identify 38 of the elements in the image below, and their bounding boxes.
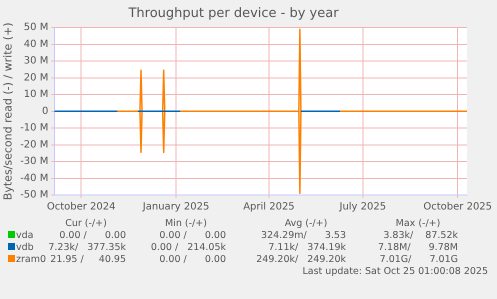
y-tick-label: 50 M — [24, 22, 48, 34]
legend-label: zram0 — [16, 254, 46, 265]
text: Min (-/+) — [164, 218, 208, 229]
x-tick-label: October 2024 — [46, 202, 116, 213]
text: 7.11k/ 374.19k — [267, 242, 346, 253]
text: 7.01G/ 7.01G — [378, 254, 458, 265]
legend-label: vdb — [16, 242, 34, 253]
text: 249.20k/ 249.20k — [255, 254, 346, 265]
text: 3.83k/ 87.52k — [382, 230, 458, 241]
text: 0.00 / 214.05k — [150, 242, 226, 253]
y-tick-label: -40 M — [20, 172, 48, 184]
x-tick-label: July 2025 — [338, 202, 386, 213]
y-tick-label: 0 — [42, 106, 48, 117]
y-tick-label: -10 M — [20, 122, 48, 134]
text: Last update: Sat Oct 25 01:00:08 2025 — [301, 266, 488, 278]
y-tick-label: -50 M — [20, 190, 48, 201]
y-tick-label: 20 M — [24, 72, 48, 84]
y-tick-label: -20 M — [20, 139, 48, 150]
x-tick-label: October 2025 — [423, 202, 492, 213]
text: 0.00 / 0.00 — [159, 254, 226, 265]
y-tick-label: 30 M — [24, 56, 48, 67]
text: 0.00 / 0.00 — [159, 230, 226, 241]
text: Cur (-/+) — [64, 218, 108, 229]
y-axis-title: Bytes/second read (-) / write (+) — [1, 22, 14, 200]
text: Avg (-/+) — [284, 218, 328, 229]
y-tick-label: 40 M — [24, 38, 48, 50]
chart-title: Throughput per device - by year — [127, 6, 340, 22]
legend-label: vda — [16, 230, 34, 241]
x-tick-label: January 2025 — [142, 202, 210, 213]
y-tick-label: -30 M — [20, 156, 48, 168]
text: 7.23k/ 377.35k — [48, 242, 126, 253]
text: 324.29m/ 3.53 — [260, 230, 346, 241]
text: 0.00 / 0.00 — [59, 230, 126, 241]
text: 7.18M/ 9.78M — [376, 242, 458, 253]
y-tick-label: 10 M — [24, 89, 48, 100]
text: 21.95 / 40.95 — [50, 254, 126, 265]
x-tick-label: April 2025 — [243, 202, 295, 213]
text: Max (-/+) — [394, 218, 442, 229]
